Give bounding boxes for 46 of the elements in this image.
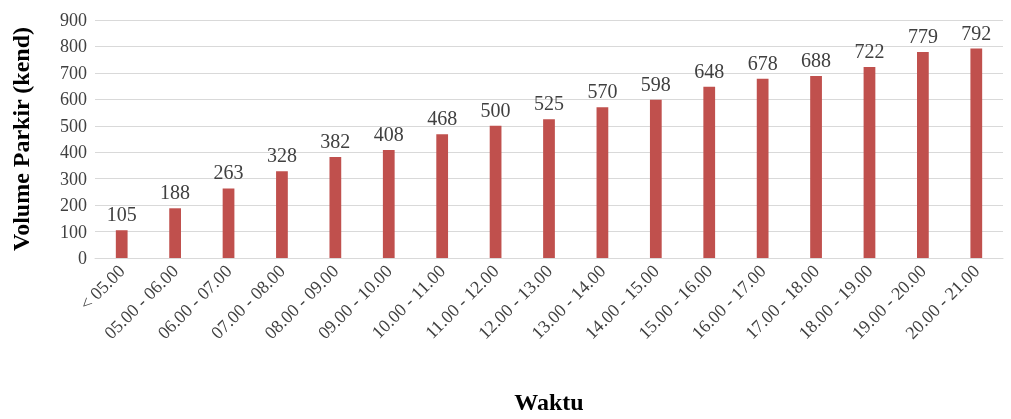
data-label: 328 xyxy=(266,144,297,167)
data-label: 263 xyxy=(213,161,244,184)
y-tick-label: 0 xyxy=(78,248,87,268)
data-label: 792 xyxy=(961,21,992,44)
y-tick-label: 500 xyxy=(60,115,87,136)
data-label: 570 xyxy=(587,80,618,103)
data-label: 678 xyxy=(747,51,778,74)
bar xyxy=(703,86,716,258)
bar xyxy=(436,134,449,258)
data-label: 382 xyxy=(320,129,351,152)
data-label: 468 xyxy=(427,107,458,130)
y-tick-label: 300 xyxy=(60,168,87,189)
bar xyxy=(169,208,181,258)
data-label: 648 xyxy=(694,59,725,82)
bar xyxy=(863,67,876,258)
y-tick-label: 900 xyxy=(60,10,87,30)
bar xyxy=(115,230,128,258)
bar xyxy=(276,171,288,258)
data-label: 779 xyxy=(907,25,938,47)
data-label: 688 xyxy=(801,49,832,72)
x-axis-title: Waktu xyxy=(514,389,584,415)
data-label: 500 xyxy=(480,98,511,121)
bar xyxy=(649,99,662,258)
data-label: 598 xyxy=(640,72,671,95)
y-axis-title: Volume Parkir (kend) xyxy=(8,26,34,252)
y-tick-label: 700 xyxy=(60,62,87,83)
y-tick-label: 800 xyxy=(60,36,87,57)
y-tick-label: 600 xyxy=(60,89,87,110)
data-label: 408 xyxy=(373,123,404,146)
bar xyxy=(810,76,822,258)
bar xyxy=(970,48,983,258)
data-label: 722 xyxy=(854,40,885,63)
bar xyxy=(382,150,395,258)
bar xyxy=(596,107,609,258)
y-tick-label: 100 xyxy=(60,221,87,242)
y-tick-label: 200 xyxy=(60,195,87,216)
bar xyxy=(756,78,769,258)
y-tick-label: 400 xyxy=(60,142,87,163)
data-label: 105 xyxy=(106,203,137,226)
bar xyxy=(329,156,342,258)
bar xyxy=(489,125,502,258)
data-label: 525 xyxy=(534,92,564,115)
bar xyxy=(917,52,929,258)
bar xyxy=(222,188,235,258)
bar xyxy=(543,119,555,258)
data-label: 188 xyxy=(160,181,191,204)
